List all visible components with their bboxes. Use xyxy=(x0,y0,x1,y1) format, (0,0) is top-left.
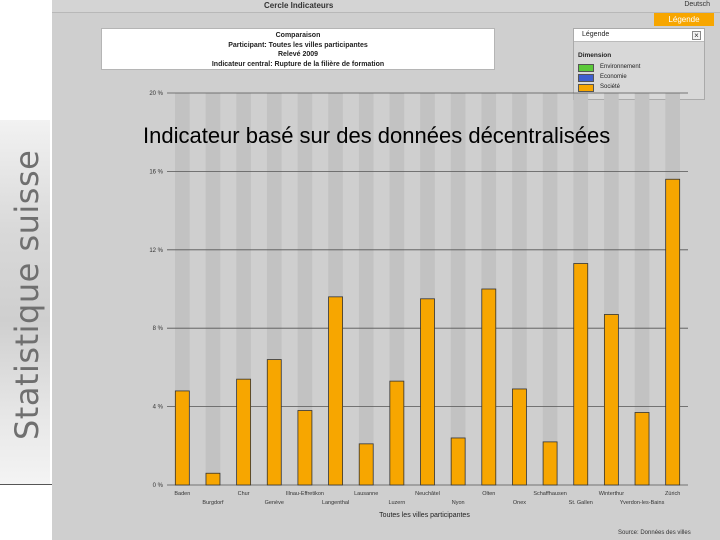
column-band xyxy=(175,93,190,485)
info-line-indicator: Indicateur central: Rupture de la filièr… xyxy=(211,60,385,68)
bar[interactable] xyxy=(297,410,313,486)
bar[interactable] xyxy=(634,412,650,486)
bar[interactable] xyxy=(236,378,252,486)
close-icon[interactable]: × xyxy=(692,31,701,40)
y-tick-label: 0 % xyxy=(153,483,164,489)
bar[interactable] xyxy=(205,472,221,486)
legend-swatch-economie xyxy=(578,74,594,82)
column-band xyxy=(358,93,374,485)
info-line-comparison: Comparaison xyxy=(275,32,321,39)
bar[interactable] xyxy=(542,441,558,486)
bar[interactable] xyxy=(420,298,435,486)
bar[interactable] xyxy=(512,388,527,486)
legend-header: Légende × xyxy=(574,29,704,42)
info-line-participant: Participant: Toutes les villes participa… xyxy=(228,41,368,49)
legend-dimension-label: Dimension xyxy=(578,52,612,59)
left-decorative-strip: Statistique suisse xyxy=(0,0,52,540)
legend-panel: Légende × Dimension Environnement Econom… xyxy=(573,28,705,100)
x-axis-label: Toutes les villes participantes xyxy=(379,512,470,519)
column-band xyxy=(450,93,466,485)
bar[interactable] xyxy=(573,263,589,486)
x-tick-label: Luzern xyxy=(388,500,405,506)
bar[interactable] xyxy=(266,359,282,486)
bar[interactable] xyxy=(481,288,497,486)
legend-item-label: Environnement xyxy=(600,64,641,70)
x-tick-label: Zürich xyxy=(665,491,680,497)
bar[interactable] xyxy=(389,380,405,486)
x-tick-label: Yverdon-les-Bains xyxy=(620,500,665,506)
y-tick-label: 4 % xyxy=(153,405,164,411)
legend-item-label: Economie xyxy=(600,74,627,80)
x-tick-label: Neuchâtel xyxy=(415,491,440,497)
y-tick-label: 16 % xyxy=(149,169,163,175)
column-band xyxy=(512,93,527,485)
divider xyxy=(0,484,52,485)
legend-title: Légende xyxy=(582,31,610,38)
x-tick-label: Genève xyxy=(265,500,284,506)
decorative-photo xyxy=(0,120,50,485)
bar[interactable] xyxy=(603,314,619,486)
x-tick-label: Onex xyxy=(513,500,526,506)
info-line-survey: Relevé 2009 xyxy=(277,51,319,58)
bar[interactable] xyxy=(358,443,374,486)
column-band xyxy=(542,93,558,485)
column-band xyxy=(634,93,650,485)
y-tick-label: 20 % xyxy=(149,91,163,97)
x-tick-label: Schaffhausen xyxy=(533,491,567,497)
x-tick-label: Olten xyxy=(482,491,495,497)
x-tick-label: Lausanne xyxy=(354,491,378,497)
source-note: Source: Données des villes xyxy=(618,530,691,536)
x-tick-label: Burgdorf xyxy=(202,500,224,506)
legend-swatch-societe xyxy=(578,84,594,92)
y-tick-label: 12 % xyxy=(149,248,163,254)
bar[interactable] xyxy=(328,296,343,486)
x-tick-label: Langenthal xyxy=(322,500,349,506)
column-band xyxy=(205,93,221,485)
x-tick-label: Baden xyxy=(174,491,190,497)
x-tick-label: Chur xyxy=(238,491,250,497)
top-bar: Cercle Indicateurs Deutsch xyxy=(52,0,720,13)
bar[interactable] xyxy=(174,390,190,486)
legend-tab[interactable]: Légende xyxy=(654,13,714,26)
legend-item-label: Société xyxy=(600,84,621,90)
y-tick-label: 8 % xyxy=(153,326,164,332)
comparison-info-box: Comparaison Participant: Toutes les vill… xyxy=(101,28,495,70)
legend-swatch-environnement xyxy=(578,64,594,72)
language-link[interactable]: Deutsch xyxy=(684,1,710,8)
x-tick-label: St. Gallen xyxy=(569,500,593,506)
x-tick-label: Illnau-Effretikon xyxy=(286,491,324,497)
bar[interactable] xyxy=(450,437,466,486)
x-tick-label: Winterthur xyxy=(599,491,625,497)
x-tick-label: Nyon xyxy=(452,500,465,506)
column-band xyxy=(297,93,313,485)
app-title: Cercle Indicateurs xyxy=(264,1,334,10)
bar[interactable] xyxy=(665,178,681,486)
slide-title: Indicateur basé sur des données décentra… xyxy=(143,123,611,148)
